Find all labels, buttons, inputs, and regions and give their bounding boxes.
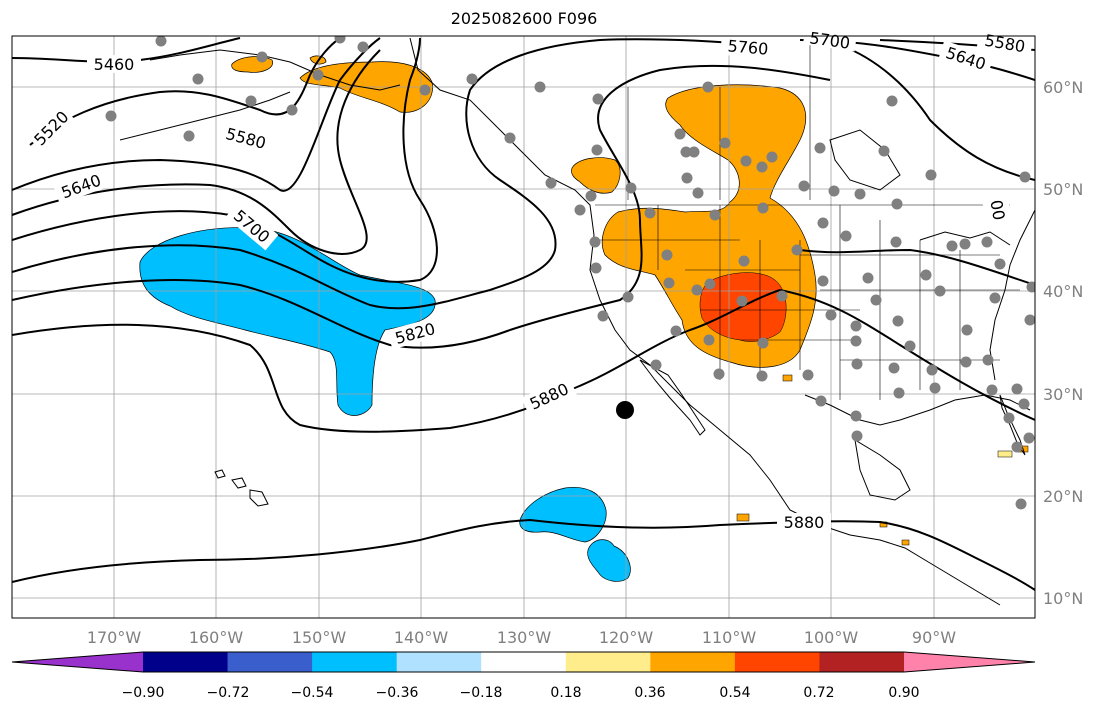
colorbar-segment	[481, 652, 567, 672]
colorbar-segment	[143, 652, 229, 672]
colorbar-tick-label: −0.90	[122, 685, 165, 701]
latitude-label: 50°N	[1043, 180, 1083, 199]
longitude-label: 170°W	[87, 628, 142, 647]
colorbar-segment	[227, 652, 313, 672]
colorbar-tick-label: −0.54	[291, 685, 334, 701]
location-marker	[616, 401, 634, 419]
small-anomaly-patch	[901, 539, 910, 546]
colorbar	[11, 651, 1036, 673]
latitude-label: 30°N	[1043, 385, 1083, 404]
longitude-label: 160°W	[189, 628, 244, 647]
latitude-label: 40°N	[1043, 282, 1083, 301]
longitude-label: 120°W	[599, 628, 654, 647]
colorbar-extend-low	[12, 652, 143, 672]
colorbar-tick-label: −0.72	[207, 685, 250, 701]
positive-anomaly-bc	[571, 157, 621, 194]
colorbar-tick-label: 0.36	[634, 685, 665, 701]
colorbar-tick-label: 0.18	[550, 685, 581, 701]
colorbar-tick-label: −0.18	[460, 685, 503, 701]
colorbar-segment	[312, 652, 398, 672]
negative-anomaly-region-south-2	[587, 539, 631, 582]
longitude-label: 130°W	[497, 628, 552, 647]
longitude-label: 100°W	[804, 628, 859, 647]
latitude-label: 20°N	[1043, 487, 1083, 506]
contour-label: 5880	[784, 513, 825, 532]
longitude-label: 150°W	[292, 628, 347, 647]
station-markers	[105, 36, 1035, 510]
colorbar-tick-label: 0.72	[803, 685, 834, 701]
colorbar-segment	[819, 652, 905, 672]
map-title: 2025082600 F096	[450, 9, 598, 28]
contour-label: 00	[986, 198, 1008, 221]
small-anomaly-patch	[736, 513, 750, 522]
small-anomaly-patch	[997, 450, 1013, 458]
colorbar-ticks: −0.90 −0.72 −0.54 −0.36 −0.18 0.18 0.36 …	[122, 685, 920, 701]
colorbar-segment	[734, 652, 820, 672]
colorbar-tick-label: 0.54	[719, 685, 750, 701]
longitude-label: 140°W	[394, 628, 449, 647]
colorbar-segment	[565, 652, 651, 672]
political-borders	[595, 40, 1020, 400]
latitude-axis: 60°N 50°N 40°N 30°N 20°N 10°N	[1043, 78, 1083, 608]
colorbar-extend-high	[904, 652, 1035, 672]
small-anomaly-patch	[782, 374, 793, 382]
colorbar-outline	[11, 651, 1036, 673]
contour-label: 5760	[727, 36, 769, 58]
longitude-label: 90°W	[912, 628, 956, 647]
latitude-label: 10°N	[1043, 589, 1083, 608]
longitude-label: 110°W	[702, 628, 757, 647]
negative-anomaly-region	[139, 227, 436, 416]
colorbar-segment	[396, 652, 482, 672]
colorbar-segment	[650, 652, 736, 672]
contour-label: 5460	[94, 55, 135, 74]
map-frame	[11, 35, 1036, 619]
latitude-label: 60°N	[1043, 78, 1083, 97]
negative-anomaly-region-south	[519, 486, 607, 543]
colorbar-tick-label: 0.90	[888, 685, 919, 701]
colorbar-tick-label: −0.36	[376, 685, 419, 701]
longitude-axis: 170°W 160°W 150°W 140°W 130°W 120°W 110°…	[87, 628, 956, 647]
